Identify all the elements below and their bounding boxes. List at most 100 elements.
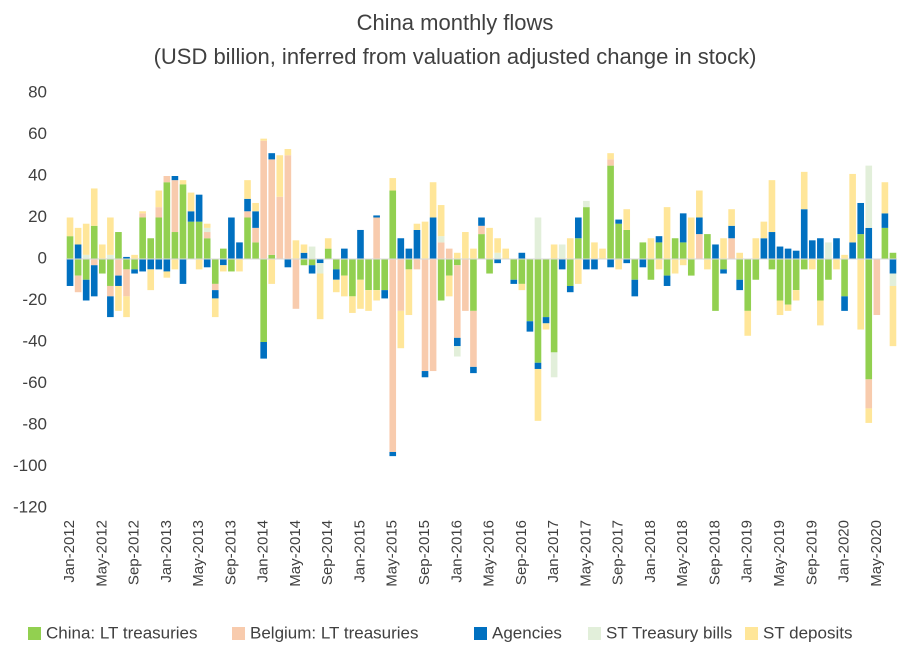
bar-segment [752,259,760,280]
bar-segment [292,240,300,259]
bar-segment [316,259,324,264]
bar-segment [736,259,743,280]
bar-segment [453,252,461,259]
bar-segment [107,285,114,297]
bar-segment [494,238,501,253]
bar-segment [171,180,179,233]
bar-segment [365,259,372,291]
bar-segment [744,310,752,336]
bar-segment [526,259,534,322]
bar-segment [115,285,122,311]
bar-segment [252,211,259,228]
bar-segment [203,227,211,233]
bar-segment [510,259,518,280]
bar-segment [453,337,461,347]
bar-segment [252,227,259,243]
y-tick-label: 80 [28,82,47,101]
bar-segment [332,279,340,293]
x-tick-label: Jan-2013 [158,520,175,583]
bar-segment [841,259,848,297]
bar-segment [163,176,171,183]
bar-segment [163,271,171,278]
bar-segment [704,259,711,270]
bar-segment [341,259,348,276]
bar-segment [82,223,90,255]
bar-segment [107,259,114,286]
bar-segment [566,259,574,286]
bar-segment [171,176,179,181]
bar-segment [349,259,356,297]
bar-segment [486,259,493,274]
bar-segment [139,259,146,272]
bar-segment [211,283,219,291]
bar-segment [663,275,671,286]
bar-segment [478,234,485,259]
bar-segment [526,321,534,332]
bar-segment [607,153,614,160]
bar-segment [550,259,558,353]
bar-segment [575,238,582,259]
bar-segment [373,217,380,259]
bar-segment [833,259,840,270]
bar-segment [244,211,251,218]
bar-segment [817,238,824,259]
x-tick-label: Sep-2016 [513,520,530,585]
bar-segment [671,238,679,259]
bar-segment [82,259,90,280]
bar-segment [470,310,477,367]
bar-segment [591,259,598,270]
bar-segment [679,213,687,243]
bar-segment [397,238,405,259]
bar-segment [115,259,122,276]
legend-swatch [745,627,758,640]
bar-segment [808,259,816,270]
bar-segment [550,244,558,259]
bar-segment [575,217,582,239]
bar-segment [696,234,703,259]
bar-segment [179,184,187,259]
legend-label: China: LT treasuries [46,623,198,642]
bar-segment [865,379,873,409]
bar-segment [841,296,848,311]
bar-segment [776,300,784,316]
x-tick-label: Sep-2018 [706,520,723,585]
bar-segment [413,229,421,259]
bar-segment [276,155,284,197]
bar-segment [244,198,251,212]
bar-segment [268,259,276,284]
bar-segment [373,290,380,301]
bar-segment [679,259,687,266]
bar-segment [857,234,865,259]
bar-segment [187,221,195,259]
bar-segment [615,223,622,259]
bar-segment [147,259,155,270]
bar-segment [284,149,292,156]
bar-segment [696,190,703,218]
bar-segment [90,225,98,259]
bar-segment [220,248,227,259]
bar-segment [639,242,647,259]
x-tick-label: Sep-2019 [803,520,820,585]
bar-segment [107,254,114,259]
bar-segment [655,259,663,270]
bar-segment [268,159,276,255]
bar-segment [357,229,364,259]
bar-segment [429,259,437,372]
bar-segment [308,246,316,259]
bar-segment [98,259,106,274]
bar-segment [744,259,752,311]
bar-segment [712,244,719,259]
bar-segment [889,273,897,286]
legend-label: Agencies [492,623,562,642]
bar-segment [808,240,816,259]
bar-segment [470,248,477,259]
bar-segment [453,265,461,338]
bar-segment [244,180,251,199]
bar-segment [865,408,873,423]
bar-segment [518,259,526,284]
bar-segment [445,275,453,297]
bar-segment [776,259,784,301]
bar-segment [74,227,82,245]
bar-segment [260,259,267,342]
bar-segment [107,296,114,318]
